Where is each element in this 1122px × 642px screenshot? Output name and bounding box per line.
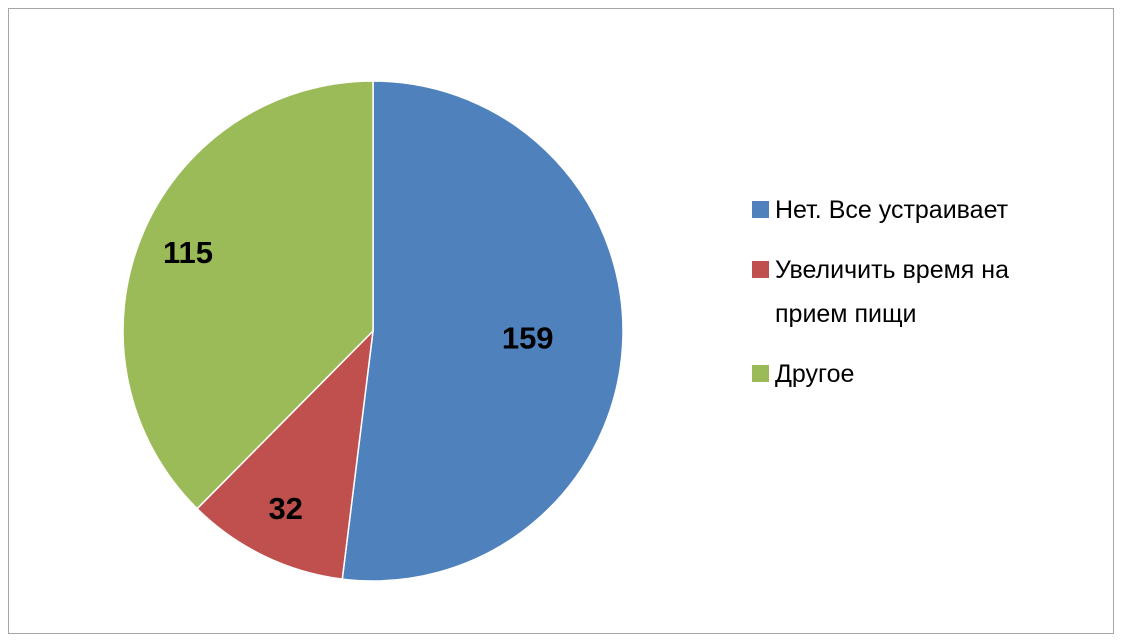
pie-slice [341, 80, 624, 582]
legend-item: Увеличить время на прием пищи [752, 248, 1112, 336]
legend-label: Увеличить время на прием пищи [775, 256, 1009, 328]
legend-label: Другое [775, 360, 855, 388]
legend-label: Нет. Все устраивает [775, 196, 1009, 224]
data-label: 159 [502, 321, 554, 356]
legend-swatch [752, 201, 769, 218]
legend-swatch [752, 261, 769, 278]
legend-item: Нет. Все устраивает [752, 188, 1112, 232]
pie-slice [122, 80, 374, 510]
legend-item: Другое [752, 352, 1112, 396]
pie-slice [196, 328, 375, 580]
legend: Нет. Все устраивает Увеличить время на пр… [752, 188, 1112, 412]
data-label: 115 [163, 235, 213, 270]
legend-swatch [752, 365, 769, 382]
data-label: 32 [268, 491, 302, 526]
